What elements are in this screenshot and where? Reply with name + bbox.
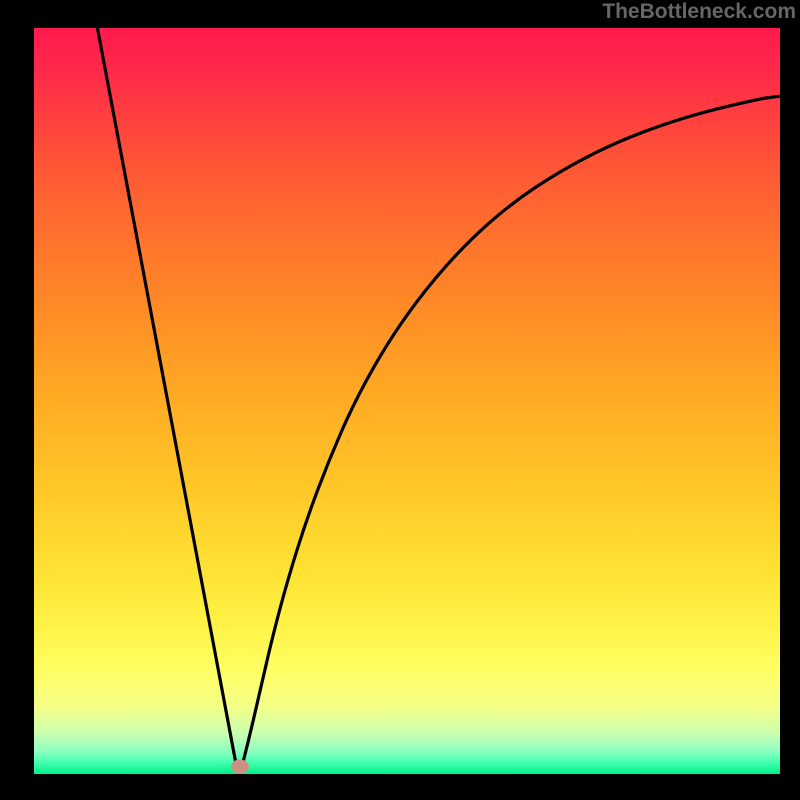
watermark-text: TheBottleneck.com — [602, 0, 796, 24]
bottleneck-chart — [0, 0, 800, 800]
optimum-marker — [231, 760, 249, 774]
plot-background — [34, 28, 780, 774]
chart-container: TheBottleneck.com — [0, 0, 800, 800]
